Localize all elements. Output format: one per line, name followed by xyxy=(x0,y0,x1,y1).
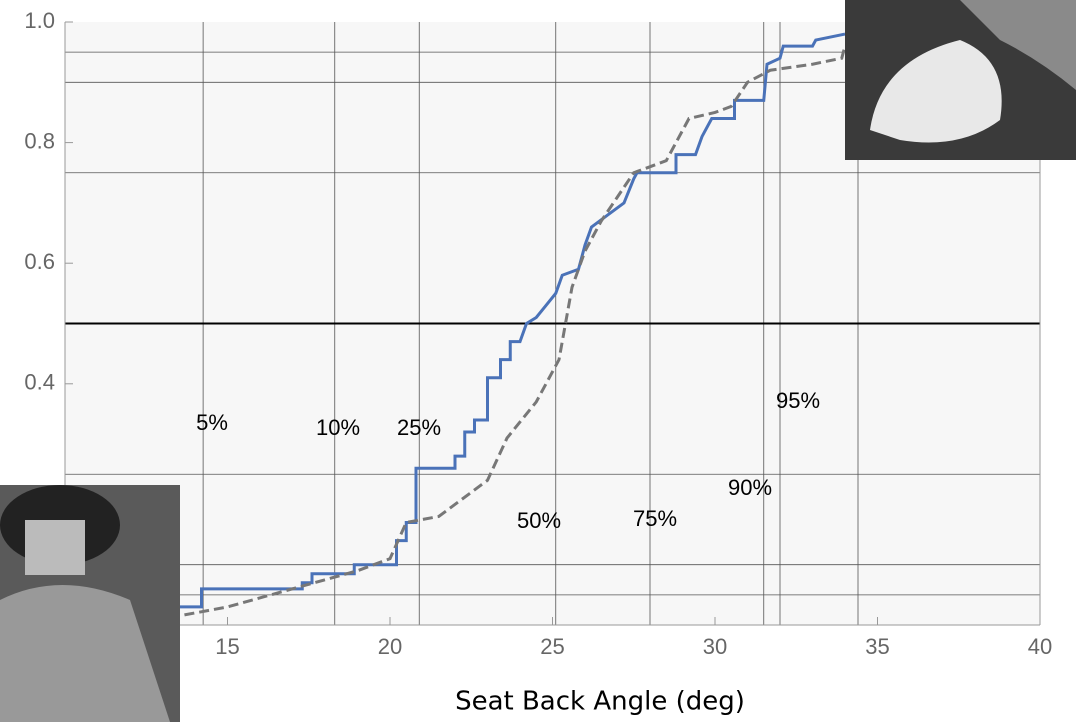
percentile-label: 5% xyxy=(196,410,228,435)
percentile-label: 25% xyxy=(397,415,441,440)
x-tick-label: 35 xyxy=(865,634,889,659)
photo-top-right xyxy=(845,0,1076,160)
chart: Seat Back Angle (deg) 0.4 0.6 0.8 1.0 15 20 25… xyxy=(0,0,1076,722)
y-tick-label: 0.6 xyxy=(24,249,55,274)
percentile-label: 95% xyxy=(776,388,820,413)
percentile-label: 10% xyxy=(316,415,360,440)
y-tick-label: 1.0 xyxy=(24,8,55,33)
y-tick-label: 0.4 xyxy=(24,370,55,395)
y-tick-label: 0.8 xyxy=(24,128,55,153)
percentile-label: 90% xyxy=(728,475,772,500)
percentile-label: 50% xyxy=(517,508,561,533)
photo-face xyxy=(25,520,85,575)
x-tick-label: 40 xyxy=(1028,634,1052,659)
x-tick-label: 25 xyxy=(540,634,564,659)
x-axis-label: Seat Back Angle (deg) xyxy=(455,687,745,717)
x-tick-label: 20 xyxy=(378,634,402,659)
photo-bottom-left xyxy=(0,485,180,722)
x-tick-label: 15 xyxy=(215,634,239,659)
percentile-label: 75% xyxy=(633,506,677,531)
x-tick-label: 30 xyxy=(703,634,727,659)
